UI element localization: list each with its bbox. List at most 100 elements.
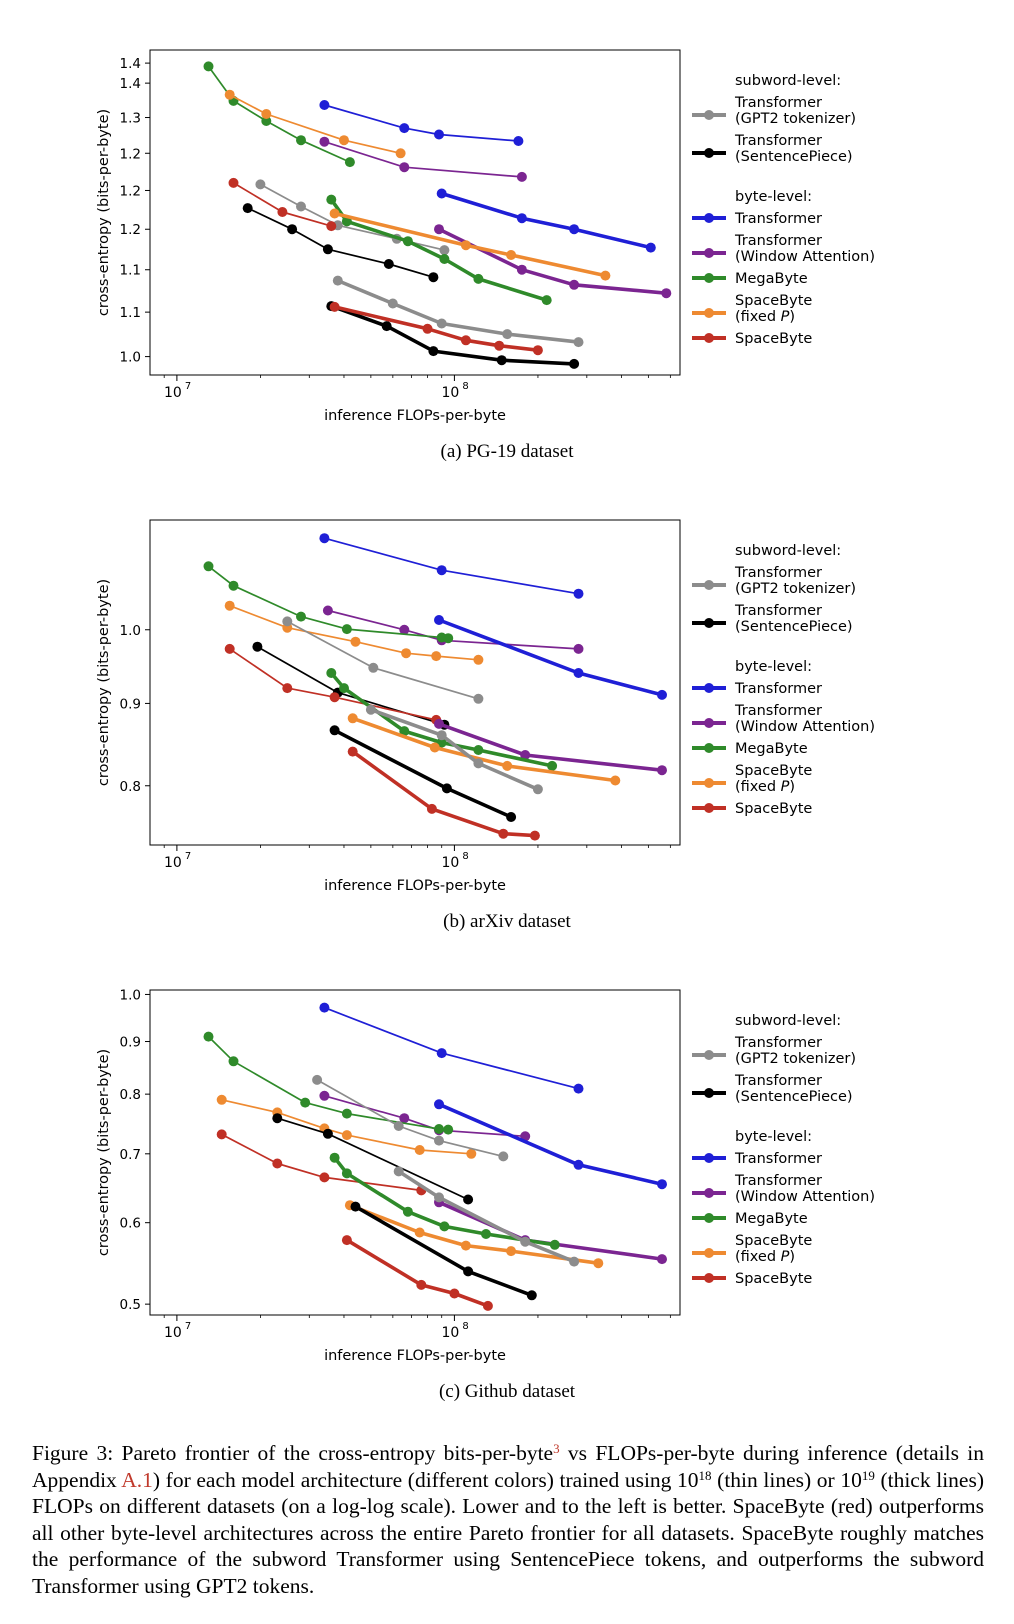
legend-label: SpaceByte (735, 763, 812, 779)
data-point (661, 288, 672, 299)
data-point (439, 245, 450, 256)
data-point (496, 355, 507, 366)
data-point (428, 346, 439, 357)
caption-figure-label: Figure 3: (32, 1441, 114, 1465)
data-point (573, 337, 584, 348)
data-point (228, 177, 239, 188)
legend-item-tf: Transformer (692, 211, 822, 227)
series-spacebyte-fixed-p-1e18 (224, 600, 484, 665)
legend-item-mega: MegaByte (692, 1211, 808, 1227)
legend-label: (GPT2 tokenizer) (735, 111, 856, 127)
data-point (434, 1135, 444, 1146)
data-point (368, 662, 379, 673)
data-point (381, 321, 392, 332)
legend-group-title: byte-level: (735, 659, 812, 675)
data-point (506, 1246, 517, 1257)
data-point (460, 240, 471, 251)
data-point (473, 758, 484, 769)
series-megabyte-1e19 (326, 668, 558, 771)
data-point (547, 760, 558, 771)
data-point (473, 745, 484, 755)
data-point (296, 135, 306, 146)
legend-item-win: Transformer(Window Attention) (692, 1173, 875, 1205)
data-point (347, 746, 358, 757)
series-transformer-byte-level-1e19 (434, 1099, 667, 1190)
series-line (332, 211, 608, 278)
legend-label: (GPT2 tokenizer) (735, 581, 856, 597)
data-point (319, 533, 330, 544)
legend-label: Transformer (734, 211, 822, 227)
legend-item-gpt2: Transformer(GPT2 tokenizer) (692, 1035, 856, 1067)
data-point (494, 340, 505, 351)
data-point (482, 1300, 493, 1311)
caption-exponent-18: 18 (698, 1467, 712, 1483)
series-spacebyte-fixed-p-1e19 (344, 1200, 604, 1269)
legend-item-win: Transformer(Window Attention) (692, 703, 875, 735)
data-point (252, 641, 263, 652)
series-line (323, 1006, 580, 1090)
series-spacebyte-fixed-p-1e19 (329, 208, 611, 281)
x-tick-label: 10 (441, 1325, 459, 1341)
legend-label: SpaceByte (735, 1271, 812, 1287)
legend-item-sp: Transformer(SentencePiece) (692, 1073, 853, 1105)
data-point (224, 89, 235, 100)
data-point (436, 318, 447, 329)
series-line (335, 278, 581, 344)
series-megabyte-1e18 (203, 61, 355, 168)
data-point (541, 295, 552, 306)
data-point (502, 329, 513, 340)
caption-text-5: (thick lines) FLOPs on different dataset… (32, 1467, 984, 1598)
x-tick-exponent: 7 (185, 1321, 191, 1332)
x-tick-exponent: 7 (185, 381, 191, 392)
data-point (532, 345, 543, 356)
legend-item-sp: Transformer(SentencePiece) (692, 133, 853, 165)
series-line (207, 565, 450, 640)
series-transformer-byte-level-1e19 (434, 615, 667, 700)
data-point (434, 1099, 444, 1110)
data-point (429, 742, 440, 753)
data-point (434, 1192, 444, 1203)
data-point (434, 1124, 444, 1134)
x-tick-label: 10 (441, 855, 459, 871)
series-line (207, 65, 351, 163)
legend-label: SpaceByte (735, 1233, 812, 1249)
appendix-link[interactable]: A.1 (121, 1467, 153, 1492)
data-point (532, 784, 543, 795)
data-point (326, 194, 337, 205)
data-point (657, 689, 667, 700)
legend-swatch-marker (704, 1213, 714, 1223)
series-spacebyte-fixed-p-1e18 (216, 1094, 477, 1159)
footnote-mark[interactable]: 3 (553, 1441, 560, 1456)
figure-caption: Figure 3: Pareto frontier of the cross-e… (32, 1440, 984, 1599)
legend-label: MegaByte (735, 271, 808, 287)
plot-frame (149, 519, 681, 846)
data-point (439, 1221, 450, 1232)
series-line (220, 1133, 423, 1192)
data-point (402, 236, 413, 247)
data-point (441, 783, 452, 794)
data-point (657, 1254, 667, 1265)
legend-swatch-marker (704, 718, 714, 728)
data-point (431, 651, 442, 662)
data-point (549, 1239, 560, 1250)
legend-label: (GPT2 tokenizer) (735, 1051, 856, 1067)
data-point (319, 100, 330, 110)
y-tick-label: 1.3 (120, 111, 141, 127)
data-point (296, 611, 306, 622)
data-point (339, 135, 349, 146)
series-transformer-byte-level-1e18 (319, 533, 584, 599)
series-line (228, 93, 402, 155)
data-point (520, 1236, 531, 1247)
chart-pg19: 10 7 10 81.01.11.11.21.21.21.31.41.4inferen… (96, 49, 875, 424)
data-point (463, 1266, 474, 1277)
data-point (516, 264, 527, 275)
series-transformer-sentencepiece-1e19 (350, 1201, 537, 1301)
data-point (645, 242, 656, 253)
y-tick-label: 1.0 (120, 350, 141, 366)
x-axis-label: inference FLOPs-per-byte (324, 1348, 506, 1364)
legend-item-mega: MegaByte (692, 741, 808, 757)
legend-group-title: subword-level: (735, 543, 841, 559)
chart-panel-arxiv: 10 7 10 8 0.8 0.9 1.0 inference FLOPs-per-byte c… (0, 515, 1014, 970)
legend-label: (Window Attention) (735, 249, 875, 265)
